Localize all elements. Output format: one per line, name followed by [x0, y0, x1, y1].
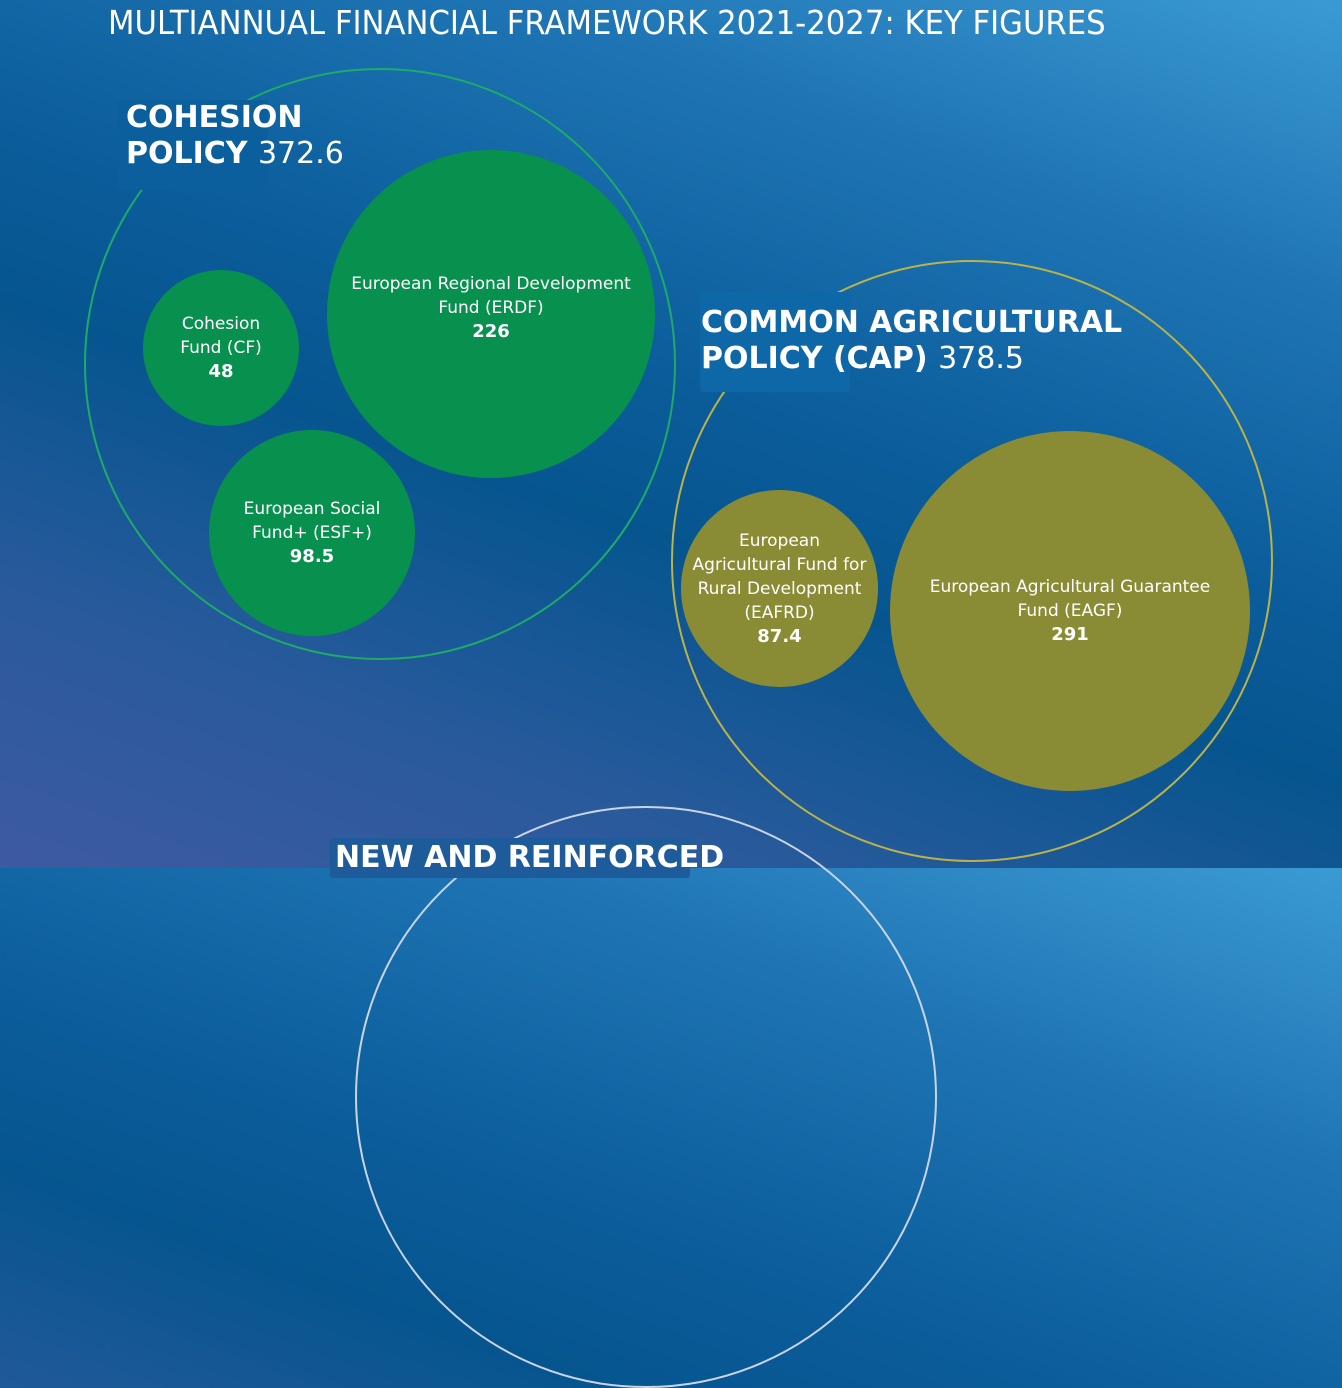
cohesion-total-value: 372.6 [257, 136, 344, 171]
bubble-label-line: Fund (CF) [180, 338, 262, 358]
bubble-label-line: European Regional Development [351, 274, 631, 294]
esf-plus-bubble: European Social Fund+ (ESF+) 98.5 [209, 430, 415, 636]
cap-heading-line2: POLICY (CAP) [701, 341, 928, 376]
page-title: MULTIANNUAL FINANCIAL FRAMEWORK 2021-202… [108, 3, 1106, 42]
cohesion-policy-ring [84, 68, 676, 660]
bubble-label-line: Rural Development [697, 578, 862, 599]
bubble-label-line: Fund (EAGF) [1017, 601, 1123, 621]
bubble-label-line: European [739, 530, 820, 551]
eagf-bubble: European Agricultural Guarantee Fund (EA… [890, 431, 1250, 791]
cap-heading-line1: COMMON AGRICULTURAL [701, 305, 1123, 340]
bubble-label-line: Fund (ERDF) [438, 298, 544, 318]
bubble-label-line: European Agricultural Guarantee [929, 577, 1211, 597]
bubble-value: 291 [1051, 624, 1089, 645]
bubble-label-line: European Social [243, 499, 381, 519]
eafrd-bubble: European Agricultural Fund for Rural Dev… [681, 490, 878, 687]
erdf-bubble: European Regional Development Fund (ERDF… [327, 150, 655, 478]
new-heading-line1: NEW AND REINFORCED [335, 840, 725, 875]
bubble-label-line: Fund+ (ESF+) [252, 523, 372, 543]
new-reinforced-heading: NEW AND REINFORCED [335, 840, 724, 876]
cohesion-heading-line1: COHESION [126, 100, 303, 135]
bubble-label-line: Cohesion [181, 314, 261, 334]
cap-ring [671, 260, 1273, 862]
bubble-value: 87.4 [757, 625, 802, 647]
new-reinforced-ring [355, 806, 937, 1388]
cap-ring-gap [700, 292, 850, 392]
cohesion-ring-gap [118, 100, 268, 190]
cohesion-fund-bubble: Cohesion Fund (CF) 48 [143, 270, 299, 426]
cohesion-heading-line2: POLICY [126, 136, 248, 171]
cap-heading: COMMON AGRICULTURAL POLICY (CAP) 378.5 [701, 305, 1122, 377]
bubble-value: 48 [208, 361, 234, 382]
bubble-label-line: Agricultural Fund for [692, 554, 867, 575]
cap-total-value: 378.5 [938, 341, 1024, 376]
cohesion-policy-heading: COHESION POLICY 372.6 [126, 100, 344, 172]
bubble-value: 98.5 [289, 546, 335, 567]
bubble-value: 226 [472, 321, 510, 342]
bubble-label-line: (EAFRD) [744, 602, 815, 623]
